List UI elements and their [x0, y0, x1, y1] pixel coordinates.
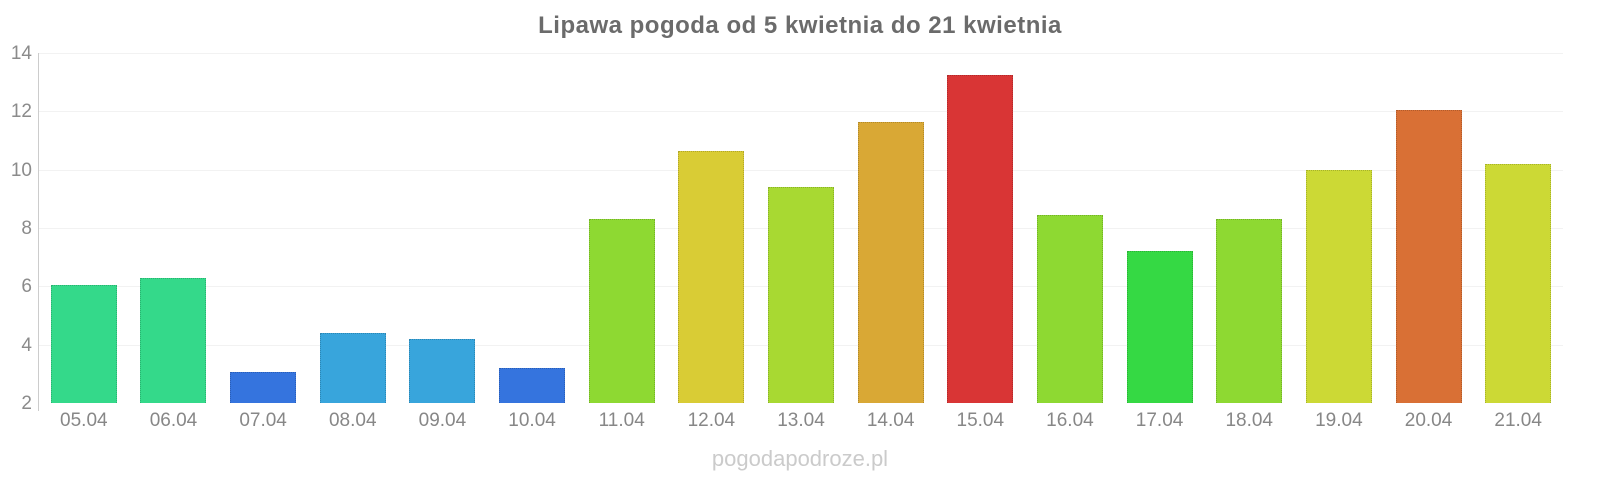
bar-11.04[interactable] [588, 219, 655, 403]
x-tick-label-21.04: 21.04 [1494, 410, 1542, 431]
x-tick-label-12.04: 12.04 [687, 410, 736, 431]
y-tick-label-4: 4 [21, 334, 32, 356]
x-tick-label-09.04: 09.04 [418, 410, 467, 431]
bar-21.04[interactable] [1485, 163, 1552, 403]
y-tick-label-6: 6 [21, 276, 32, 298]
bar-15.04[interactable] [947, 74, 1014, 403]
y-tick-label-8: 8 [21, 218, 32, 239]
x-tick-label-16.04: 16.04 [1046, 410, 1094, 431]
x-tick-label-06.04: 06.04 [149, 410, 198, 431]
bar-08.04[interactable] [319, 333, 386, 403]
x-tick-label-20.04: 20.04 [1404, 410, 1453, 431]
bar-16.04[interactable] [1036, 214, 1103, 403]
bar-06.04[interactable] [140, 277, 207, 403]
bar-10.04[interactable] [499, 368, 566, 403]
bar-12.04[interactable] [678, 150, 745, 403]
bar-05.04[interactable] [50, 284, 117, 403]
y-tick-label-10: 10 [10, 159, 32, 181]
y-tick-label-2: 2 [21, 393, 32, 414]
gridline-y-14 [39, 53, 1563, 54]
bar-07.04[interactable] [230, 372, 297, 403]
chart-title: Lipawa pogoda od 5 kwietnia do 21 kwietn… [538, 12, 1062, 39]
x-tick-label-08.04: 08.04 [328, 410, 377, 431]
bar-09.04[interactable] [409, 338, 476, 403]
y-tick-label-12: 12 [10, 101, 32, 123]
x-tick-label-11.04: 11.04 [598, 410, 645, 431]
bar-20.04[interactable] [1395, 109, 1462, 403]
x-tick-label-19.04: 19.04 [1315, 410, 1363, 431]
bar-17.04[interactable] [1126, 251, 1193, 403]
x-tick-label-14.04: 14.04 [866, 410, 915, 431]
gridline-y-10 [39, 169, 1563, 171]
bar-13.04[interactable] [768, 187, 834, 403]
x-tick-label-05.04: 05.04 [60, 410, 108, 431]
gridline-y-12 [39, 111, 1563, 113]
x-tick-label-10.04: 10.04 [508, 410, 556, 431]
x-tick-label-17.04: 17.04 [1135, 410, 1184, 431]
bar-18.04[interactable] [1216, 219, 1283, 403]
y-tick-label-14: 14 [10, 43, 32, 64]
x-tick-label-07.04: 07.04 [239, 410, 287, 431]
x-tick-label-18.04: 18.04 [1225, 410, 1273, 431]
bar-19.04[interactable] [1305, 169, 1372, 403]
x-tick-label-15.04: 15.04 [956, 410, 1005, 431]
watermark: pogodapodroze.pl [711, 446, 889, 471]
bar-14.04[interactable] [857, 121, 924, 403]
y-axis-line [38, 53, 39, 411]
x-tick-label-13.04: 13.04 [777, 410, 825, 431]
